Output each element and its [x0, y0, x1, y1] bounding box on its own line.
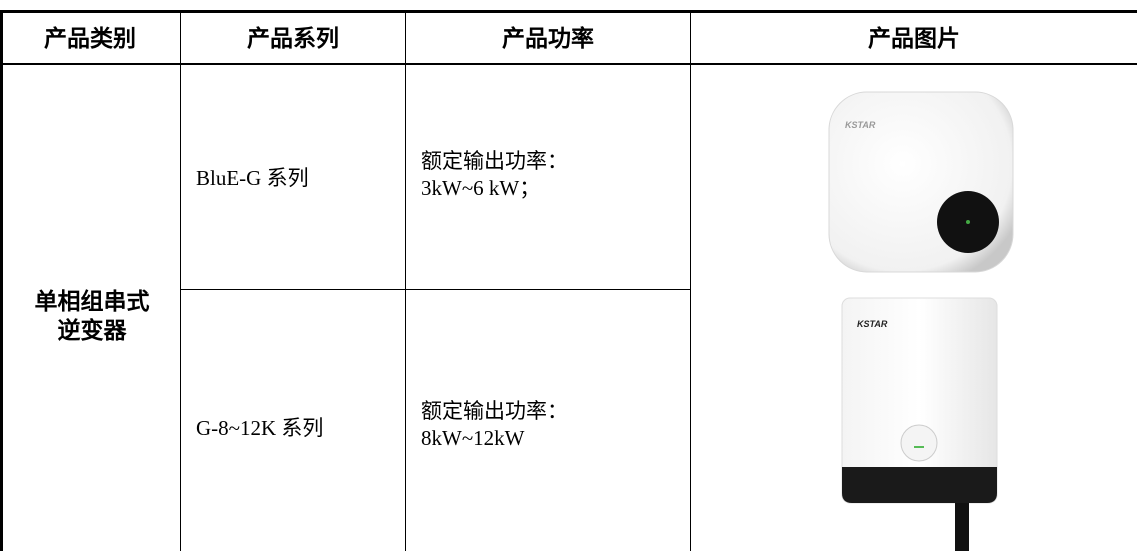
base-band — [842, 467, 997, 503]
image-cell — [1001, 291, 1137, 551]
table-border — [0, 10, 1137, 13]
column-rule — [405, 10, 406, 551]
series: G-8~12K 系列 — [196, 416, 324, 440]
column-rule — [690, 10, 691, 551]
product-images: KSTAR KSTAR — [691, 65, 1137, 551]
column-rule — [180, 10, 181, 551]
table-border — [0, 10, 3, 551]
category-line: 逆变器 — [57, 318, 127, 344]
logo: KSTAR — [857, 319, 888, 329]
power-line: 额定输出功率： — [421, 399, 568, 423]
power-line: 8kW~12kW — [421, 426, 525, 450]
power-line: 3kW~6 kW； — [421, 176, 541, 200]
image-cell — [691, 291, 821, 551]
led — [966, 220, 970, 224]
indicator — [900, 424, 938, 462]
header-cell: 产品功率 — [502, 26, 594, 52]
category-line: 单相组串式 — [34, 289, 150, 315]
header-cell: 产品图片 — [868, 26, 960, 52]
header-rule — [0, 63, 1137, 65]
cable — [955, 503, 969, 551]
header-cell: 产品系列 — [247, 26, 339, 52]
series: BluE-G 系列 — [196, 166, 309, 190]
header-cell: 产品类别 — [44, 26, 136, 52]
power-line: 额定输出功率： — [421, 149, 568, 173]
logo: KSTAR — [845, 120, 876, 130]
led — [914, 446, 924, 448]
row-rule — [180, 289, 1137, 290]
